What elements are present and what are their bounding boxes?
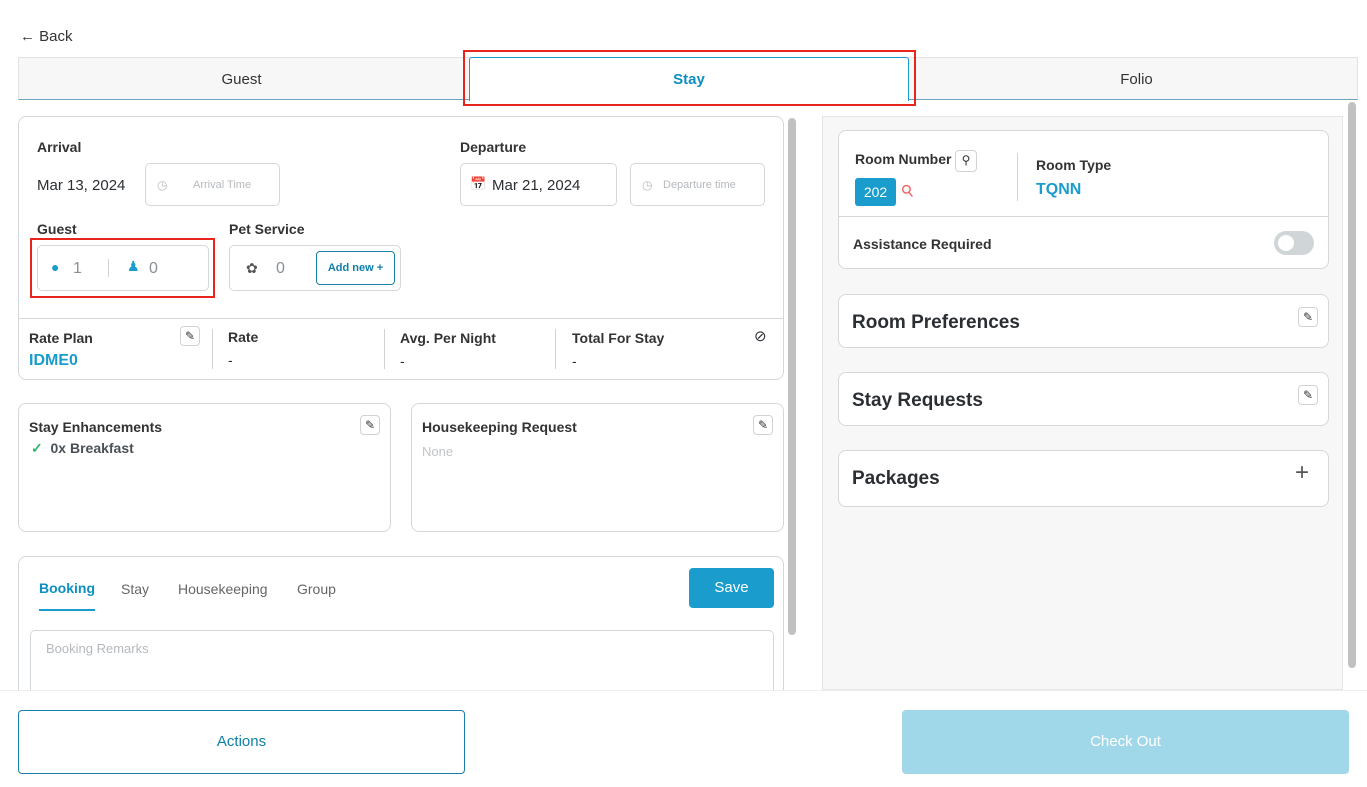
- arrival-time-input[interactable]: ◷ Arrival Time: [145, 163, 280, 206]
- departure-date-input[interactable]: 📅 Mar 21, 2024: [460, 163, 617, 206]
- clock-icon: ◷: [642, 178, 653, 192]
- departure-label: Departure: [460, 139, 527, 155]
- back-link[interactable]: ← Back: [20, 28, 73, 45]
- assistance-toggle[interactable]: [1274, 231, 1314, 255]
- guest-label: Guest: [37, 221, 77, 237]
- pet-service-field: ✿ 0 Add new +: [229, 245, 401, 291]
- avg-per-night-value: -: [400, 353, 405, 369]
- clock-icon: ◷: [157, 178, 168, 192]
- departure-time-input[interactable]: ◷ Departure time: [630, 163, 765, 206]
- paw-icon: ✿: [246, 260, 258, 276]
- edit-preferences-button[interactable]: ✎: [1298, 307, 1318, 327]
- room-type-value: TQNN: [1036, 181, 1082, 198]
- total-for-stay-value: -: [572, 353, 577, 369]
- tab-folio[interactable]: Folio: [1120, 71, 1153, 88]
- highlight-box: [463, 50, 916, 106]
- edit-enhancements-button[interactable]: ✎: [360, 415, 380, 435]
- calendar-icon: 📅: [470, 176, 487, 191]
- add-pet-button[interactable]: Add new +: [316, 251, 395, 285]
- rate-plan-value[interactable]: IDME0: [29, 352, 78, 369]
- rate-value: -: [228, 352, 233, 368]
- stay-enhancements-card: Stay Enhancements ✎ ✓ 0x Breakfast: [18, 403, 391, 532]
- housekeeping-card: Housekeeping Request ✎ None: [411, 403, 784, 532]
- tab-guest[interactable]: Guest: [221, 71, 262, 88]
- room-card: Room Number ⚲ 202 ⚲ Room Type TQNN Assis…: [838, 130, 1329, 269]
- room-number-badge[interactable]: 202: [855, 178, 896, 206]
- arrow-left-icon: ←: [20, 28, 35, 45]
- remarks-tab-stay[interactable]: Stay: [121, 581, 150, 597]
- check-icon: ✓: [31, 440, 43, 456]
- tab-stay[interactable]: Stay: [469, 57, 909, 101]
- arrival-label: Arrival: [37, 139, 82, 155]
- remarks-tab-group[interactable]: Group: [297, 581, 336, 597]
- arrival-date: Mar 13, 2024: [37, 177, 126, 194]
- guest-count-field[interactable]: ● 1 ♟ 0: [37, 245, 209, 291]
- edit-rate-plan-button[interactable]: ✎: [180, 326, 200, 346]
- pet-service-label: Pet Service: [229, 221, 305, 237]
- edit-requests-button[interactable]: ✎: [1298, 385, 1318, 405]
- rate-plan-label: Rate Plan: [29, 330, 93, 346]
- actions-button[interactable]: Actions: [18, 710, 465, 774]
- edit-housekeeping-button[interactable]: ✎: [753, 415, 773, 435]
- stay-requests-section[interactable]: Stay Requests ✎: [838, 372, 1329, 426]
- check-out-button[interactable]: Check Out: [902, 710, 1349, 774]
- room-preferences-section[interactable]: Room Preferences ✎: [838, 294, 1329, 348]
- enhancement-item: ✓ 0x Breakfast: [31, 440, 134, 456]
- remarks-tab-booking[interactable]: Booking: [39, 580, 95, 611]
- plus-icon[interactable]: +: [1295, 459, 1310, 486]
- child-icon: ♟: [127, 258, 140, 274]
- dustpan-icon: ⚲: [898, 181, 919, 202]
- highlight-box: [30, 238, 215, 298]
- packages-section[interactable]: Packages +: [838, 450, 1329, 507]
- remarks-tab-housekeeping[interactable]: Housekeeping: [178, 581, 268, 597]
- rate-label: Rate: [228, 329, 259, 345]
- remarks-card: Booking Stay Housekeeping Group Save Boo…: [18, 556, 784, 710]
- adult-icon: ●: [51, 259, 60, 275]
- avg-per-night-label: Avg. Per Night: [400, 330, 496, 346]
- right-scrollbar[interactable]: [1348, 102, 1356, 668]
- key-icon[interactable]: ⚲: [955, 150, 977, 172]
- total-for-stay-label: Total For Stay: [572, 330, 665, 346]
- left-scrollbar[interactable]: [788, 118, 796, 635]
- save-button[interactable]: Save: [689, 568, 774, 608]
- eye-slash-icon[interactable]: ⊘: [754, 328, 767, 345]
